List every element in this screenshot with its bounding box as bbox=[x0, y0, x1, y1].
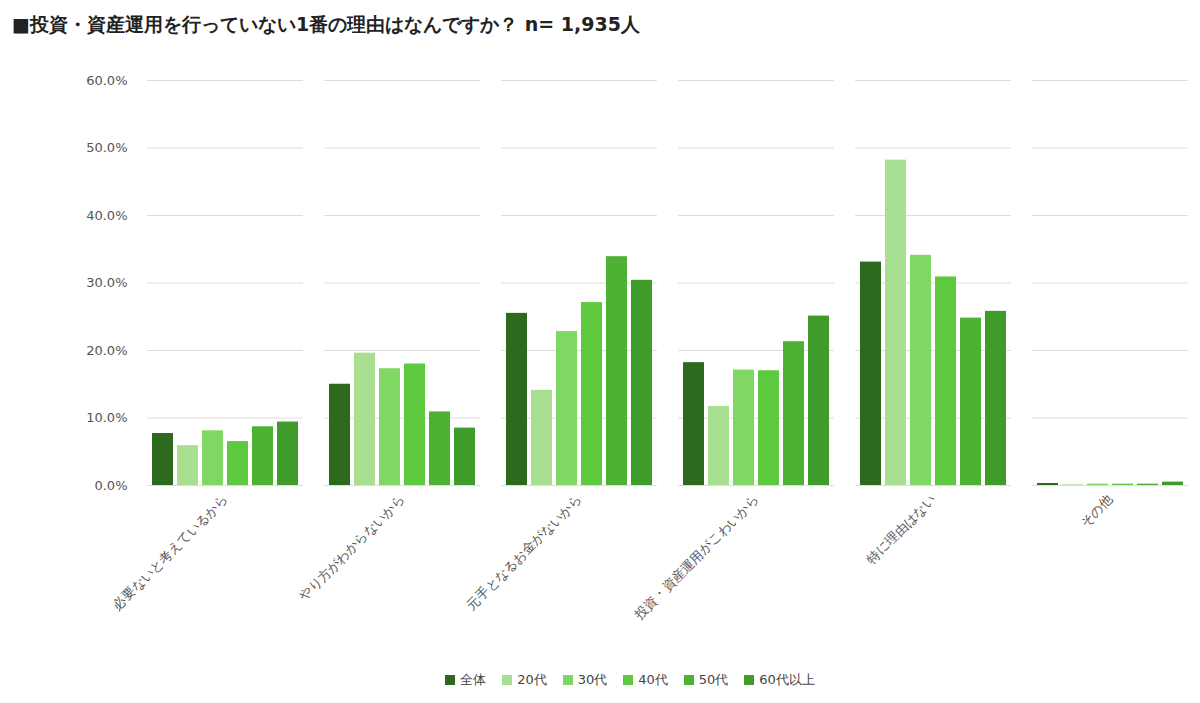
svg-text:元手となるお金がないから: 元手となるお金がないから bbox=[464, 492, 585, 613]
svg-text:60.0%: 60.0% bbox=[86, 73, 127, 88]
svg-text:やり方がわからないから: やり方がわからないから bbox=[296, 492, 408, 604]
svg-text:投資・資産運用がこわいから: 投資・資産運用がこわいから bbox=[631, 492, 762, 623]
svg-text:その他: その他 bbox=[1077, 492, 1115, 530]
svg-text:特に理由はない: 特に理由はない bbox=[864, 492, 939, 567]
html-text:60代以上: 60代以上 bbox=[759, 672, 815, 687]
svg-text:50.0%: 50.0% bbox=[86, 140, 127, 155]
html-text:40代: 40代 bbox=[638, 672, 668, 687]
svg-text:40.0%: 40.0% bbox=[86, 208, 127, 223]
svg-text:30.0%: 30.0% bbox=[86, 275, 127, 290]
html-text:全体: 全体 bbox=[460, 672, 487, 687]
svg-text:0.0%: 0.0% bbox=[94, 478, 127, 493]
html-text:20代: 20代 bbox=[517, 672, 547, 687]
html-text:50代: 50代 bbox=[698, 672, 729, 687]
svg-text:10.0%: 10.0% bbox=[86, 410, 127, 425]
svg-text:必要ないと考えているから: 必要ないと考えているから bbox=[110, 492, 231, 613]
html-text:30代: 30代 bbox=[577, 672, 608, 687]
svg-text:20.0%: 20.0% bbox=[86, 343, 127, 358]
html-text:■投資・資産運用を行っていない1番の理由はなんですか？ n=: ■投資・資産運用を行っていない1番の理由はなんですか？ n= 1,935人 bbox=[12, 13, 640, 35]
